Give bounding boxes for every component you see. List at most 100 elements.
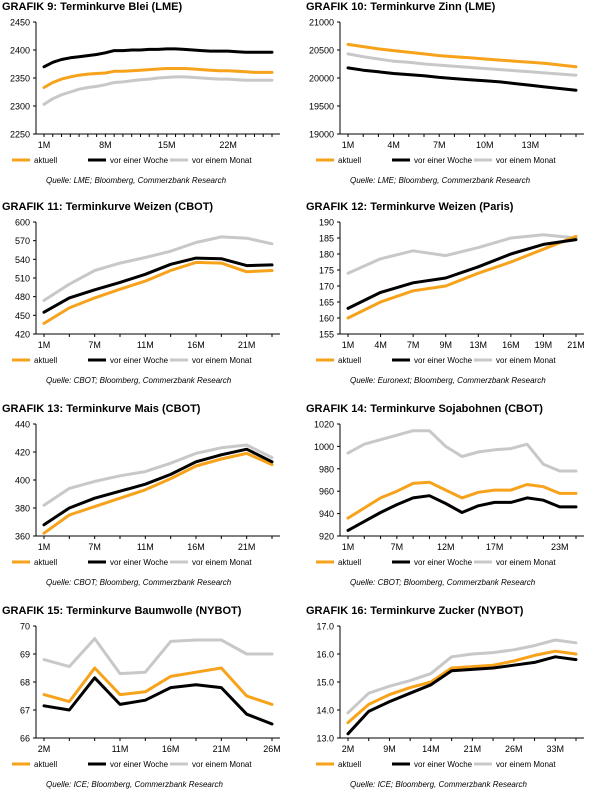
y-tick-label: 66	[20, 734, 30, 744]
chart-title-text: Terminkurve Weizen (CBOT)	[65, 201, 214, 213]
x-tick-label: 7M	[88, 340, 101, 350]
y-tick-label: 420	[15, 330, 30, 340]
chart-panel: GRAFIK 13: Terminkurve Mais (CBOT) 360 380…	[0, 402, 290, 600]
line-chart: 2250 2300 2350 2400 2450 1M 8M 15M 22M aktuell vor…	[10, 18, 280, 165]
legend-label: vor einer Woche	[110, 356, 169, 365]
chart-source: Quelle: CBOT; Bloomberg, Commerzbank Res…	[46, 376, 232, 385]
x-tick-label: 11M	[137, 542, 154, 552]
chart-number: GRAFIK 9:	[2, 1, 61, 13]
y-tick-label: 70	[20, 622, 30, 632]
y-tick-label: 20000	[309, 74, 334, 84]
y-tick-label: 16.0	[316, 650, 334, 660]
x-tick-label: 4M	[387, 140, 400, 150]
chart-panel: GRAFIK 11: Terminkurve Weizen (CBOT) 420 4…	[0, 200, 290, 398]
chart-panel: GRAFIK 14: Terminkurve Sojabohnen (CBOT)…	[304, 402, 594, 600]
x-tick-label: 2M	[342, 744, 355, 754]
x-tick-label: 4M	[374, 340, 387, 350]
x-tick-label: 22M	[219, 140, 237, 150]
chart-source: Quelle: ICE; Bloomberg, Commerzbank Rese…	[46, 780, 223, 789]
line-chart: 13.0 14.0 15.0 16.0 17.0 2M 9M 14M 21M 26M 33M aktu…	[316, 622, 584, 769]
x-tick-label: 26M	[505, 744, 523, 754]
legend-label: vor einem Monat	[192, 558, 252, 567]
chart-title: GRAFIK 14: Terminkurve Sojabohnen (CBOT)	[306, 403, 543, 415]
y-tick-label: 69	[20, 650, 30, 660]
legend-label: aktuell	[338, 760, 361, 769]
series-line-woche	[42, 256, 274, 314]
legend-label: vor einer Woche	[414, 156, 473, 165]
chart-source: Quelle: LME; Bloomberg, Commerzbank Rese…	[350, 176, 531, 185]
chart-title-text: Terminkurve Baumwolle (NYBOT)	[66, 605, 242, 617]
chart-panel: GRAFIK 10: Terminkurve Zinn (LME) 19000 19…	[304, 0, 594, 198]
y-tick-label: 19000	[309, 130, 334, 140]
legend-label: vor einem Monat	[496, 156, 556, 165]
x-tick-label: 16M	[187, 542, 205, 552]
chart-panel: GRAFIK 15: Terminkurve Baumwolle (NYBOT)…	[0, 604, 290, 802]
x-tick-label: 7M	[391, 542, 404, 552]
x-tick-label: 9M	[383, 744, 396, 754]
y-tick-label: 540	[15, 255, 30, 265]
y-tick-label: 13.0	[316, 734, 334, 744]
legend-label: vor einem Monat	[496, 558, 556, 567]
y-tick-label: 420	[15, 448, 30, 458]
chart-title-text: Terminkurve Blei (LME)	[60, 1, 183, 13]
y-tick-label: 165	[319, 298, 334, 308]
legend-label: aktuell	[34, 356, 57, 365]
x-tick-label: 1M	[38, 542, 51, 552]
x-tick-label: 16M	[187, 340, 205, 350]
series-line-woche	[346, 66, 578, 92]
x-tick-label: 7M	[433, 140, 446, 150]
chart-title: GRAFIK 16: Terminkurve Zucker (NYBOT)	[306, 605, 523, 617]
x-tick-label: 14M	[422, 744, 440, 754]
x-tick-label: 7M	[407, 340, 420, 350]
y-tick-label: 450	[15, 311, 30, 321]
x-tick-label: 21M	[567, 340, 585, 350]
y-tick-label: 2300	[10, 102, 30, 112]
legend-label: vor einer Woche	[414, 356, 473, 365]
chart-source: Quelle: CBOT; Bloomberg, Commerzbank Res…	[46, 578, 232, 587]
legend-label: aktuell	[34, 156, 57, 165]
series-line-aktuell	[42, 451, 274, 535]
series-line-monat	[42, 443, 274, 507]
series-line-monat	[346, 52, 578, 77]
x-tick-label: 8M	[99, 140, 112, 150]
legend-label: aktuell	[338, 558, 361, 567]
y-tick-label: 15.0	[316, 678, 334, 688]
chart-source: Quelle: CBOT; Bloomberg, Commerzbank Res…	[350, 578, 536, 587]
chart-number: GRAFIK 12:	[306, 201, 371, 213]
legend-label: vor einem Monat	[192, 356, 252, 365]
y-tick-label: 1000	[314, 442, 334, 452]
x-tick-label: 11M	[112, 744, 129, 754]
x-tick-label: 26M	[263, 744, 281, 754]
y-tick-label: 570	[15, 236, 30, 246]
chart-number: GRAFIK 10:	[306, 1, 371, 13]
x-tick-label: 21M	[238, 542, 256, 552]
line-chart: 920 940 960 980 1000 1020 1M 7M 12M 17M 23M aktuell…	[314, 420, 584, 567]
series-line-woche	[42, 47, 274, 69]
line-chart: 19000 19500 20000 20500 21000 1M 4M 7M 10M 13M akt…	[309, 18, 584, 165]
series-line-woche	[42, 676, 274, 726]
line-chart: 360 380 400 420 440 1M 7M 11M 16M 21M aktuell vor e…	[12, 420, 280, 567]
chart-panel: GRAFIK 12: Terminkurve Weizen (Paris) 155…	[304, 200, 594, 398]
line-chart: 420 450 480 510 540 570 600 1M 7M 11M 16M 21M aktuel…	[12, 218, 280, 365]
legend-label: aktuell	[34, 558, 57, 567]
chart-title-text: Terminkurve Zucker (NYBOT)	[370, 605, 524, 617]
y-tick-label: 940	[319, 509, 334, 519]
x-tick-label: 16M	[162, 744, 180, 754]
legend-label: aktuell	[34, 760, 57, 769]
y-tick-label: 1020	[314, 420, 334, 430]
y-tick-label: 360	[15, 532, 30, 542]
series-line-monat	[346, 638, 578, 715]
chart-title: GRAFIK 15: Terminkurve Baumwolle (NYBOT)	[2, 605, 241, 617]
x-tick-label: 19M	[535, 340, 553, 350]
series-line-monat	[346, 429, 578, 473]
y-tick-label: 380	[15, 504, 30, 514]
x-tick-label: 1M	[38, 140, 51, 150]
y-tick-label: 2400	[10, 46, 30, 56]
series-line-aktuell	[42, 260, 274, 325]
chart-source: Quelle: Euronext; Bloomberg, Commerzbank…	[350, 376, 546, 385]
x-tick-label: 2M	[38, 744, 51, 754]
series-line-aktuell	[42, 666, 274, 706]
series-line-aktuell	[346, 649, 578, 725]
chart-source: Quelle: LME; Bloomberg, Commerzbank Rese…	[46, 176, 227, 185]
x-tick-label: 12M	[437, 542, 455, 552]
